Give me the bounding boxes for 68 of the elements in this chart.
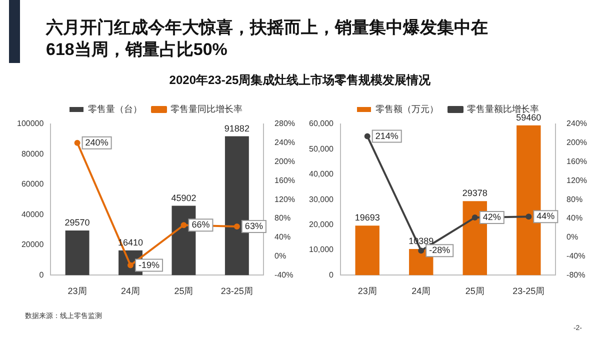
y-tick-label: 60000 <box>21 180 44 189</box>
y2-tick-label: -40% <box>566 252 586 261</box>
text: 2020年23-25周集成灶线上市场零售规模发展情况 <box>168 72 432 89</box>
y2-tick-label: 40% <box>566 214 583 223</box>
point <box>472 214 478 221</box>
data-label: 240% <box>85 137 108 148</box>
data-label: 214% <box>375 130 398 141</box>
y-tick-label: 0 <box>39 270 44 280</box>
legend-label: 零售量额比增长率 <box>467 104 539 114</box>
data-label: 19693 <box>354 212 380 223</box>
legend-label: 零售量同比增长率 <box>170 104 242 114</box>
bar <box>355 226 380 276</box>
bar <box>65 230 90 276</box>
point <box>234 224 240 230</box>
data-label: 44% <box>536 211 555 222</box>
y2-tick-label: 160% <box>566 157 588 166</box>
data-label: 63% <box>244 221 263 232</box>
point <box>180 222 187 228</box>
y-tick-label: 60,000 <box>309 119 334 128</box>
legend-label: 零售量（台） <box>88 104 142 114</box>
y-tick-label: 50,000 <box>309 144 334 154</box>
x-tick-label: 25周 <box>174 286 194 296</box>
y-tick-label: 10,000 <box>309 245 334 254</box>
y2-tick-label: 120% <box>274 194 296 204</box>
y2-tick-label: 240% <box>274 138 296 148</box>
y-tick-label: 0 <box>329 270 334 280</box>
data-label: 59460 <box>516 112 542 122</box>
y-tick-label: 40,000 <box>309 170 334 179</box>
y-tick-label: 20,000 <box>309 220 334 230</box>
y2-tick-label: 200% <box>274 157 296 166</box>
y-tick-label: 80000 <box>21 149 44 158</box>
legend-label: 零售额（万元） <box>376 104 438 114</box>
y2-tick-label: 80% <box>566 194 583 204</box>
y2-tick-label: 80% <box>274 214 291 223</box>
data-label: 91882 <box>224 123 250 134</box>
data-label: 42% <box>482 212 501 222</box>
y-tick-label: 40000 <box>21 210 44 219</box>
x-tick-label: 23-25周 <box>220 286 253 296</box>
chart-title: 六月开门红成今年大惊喜，扶摇而上，销量集中爆发集中在618当周，销量占比50% <box>46 17 489 61</box>
data-label: -28% <box>429 245 450 256</box>
y-tick-label: 100000 <box>16 119 44 128</box>
y2-tick-label: 200% <box>566 138 588 148</box>
x-tick-label: 24周 <box>121 286 140 296</box>
y2-tick-label: 0% <box>566 232 578 242</box>
point <box>418 248 424 254</box>
x-tick-label: 24周 <box>412 286 431 296</box>
x-tick-label: 23周 <box>68 286 87 296</box>
y-tick-label: 20000 <box>21 240 44 250</box>
data-label: 45902 <box>171 192 196 203</box>
y2-tick-label: -40% <box>274 270 294 280</box>
x-tick-label: 25周 <box>465 286 484 296</box>
data-label: 29378 <box>462 188 488 198</box>
y2-tick-label: 0% <box>274 252 286 261</box>
data-label: 66% <box>192 220 210 230</box>
point <box>364 133 370 140</box>
x-tick-label: 23周 <box>358 286 377 296</box>
point <box>526 214 532 220</box>
y2-tick-label: 160% <box>274 176 296 185</box>
y2-tick-label: 240% <box>566 119 588 128</box>
y2-tick-label: -80% <box>566 270 586 280</box>
y2-tick-label: 120% <box>566 176 588 185</box>
point <box>74 140 80 146</box>
x-tick-label: 23-25周 <box>512 286 545 296</box>
y2-tick-label: 280% <box>274 119 296 128</box>
data-label: 29570 <box>64 217 90 228</box>
data-label: -19% <box>138 260 160 270</box>
y-tick-label: 30,000 <box>309 194 334 204</box>
y2-tick-label: 40% <box>274 232 291 242</box>
